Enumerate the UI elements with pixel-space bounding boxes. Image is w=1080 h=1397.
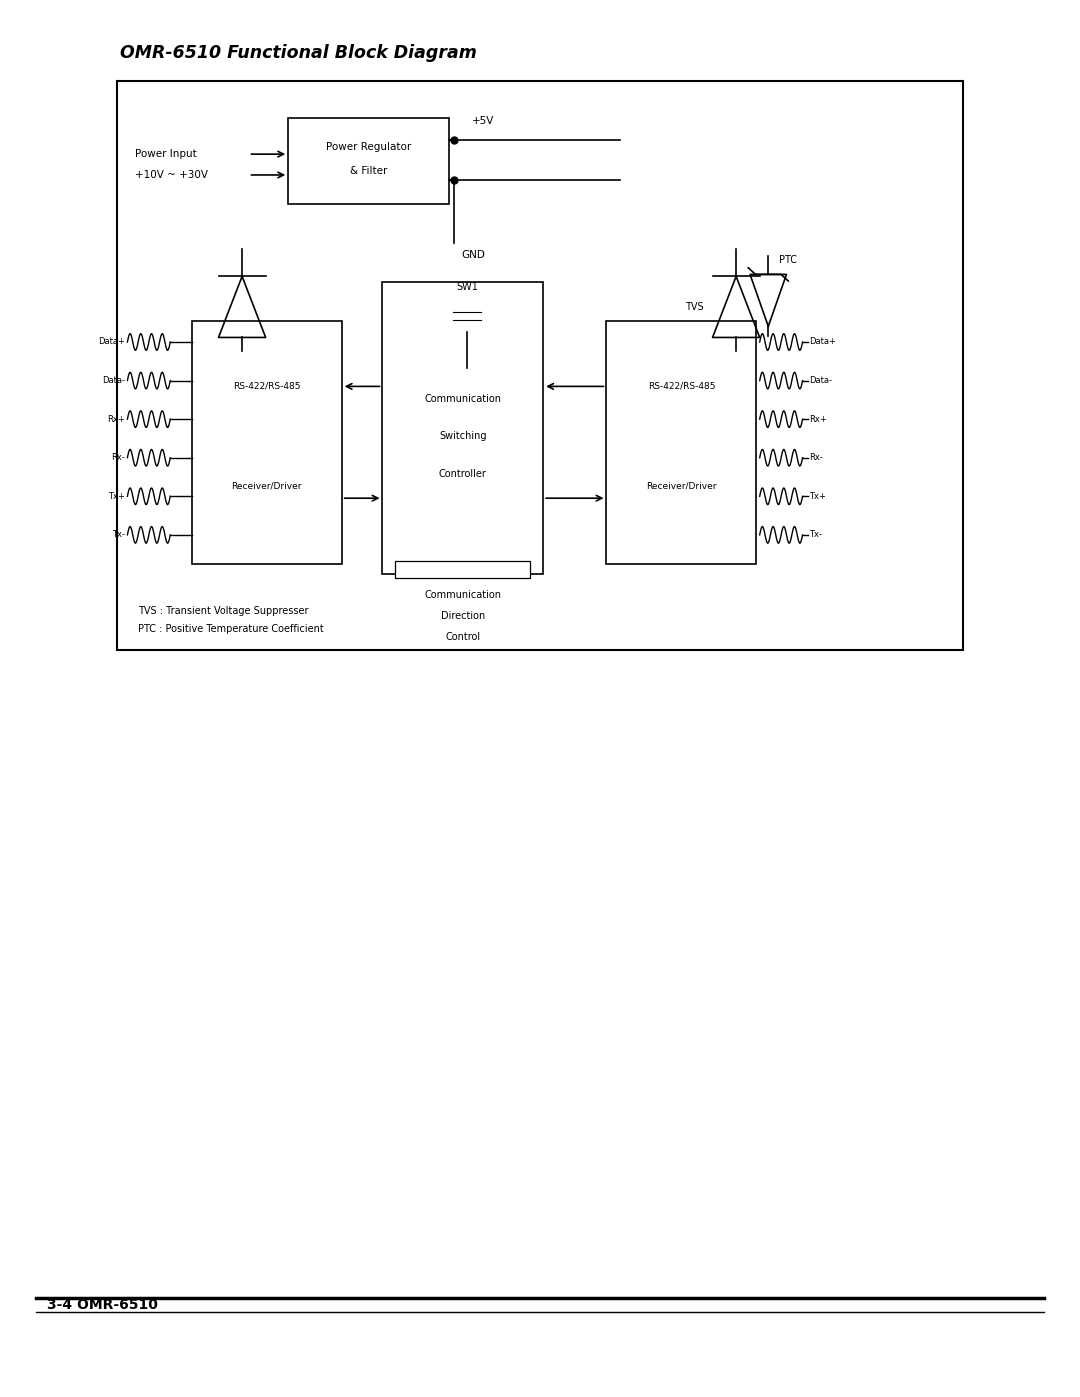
Bar xyxy=(395,562,530,578)
Text: 3-4 OMR-6510: 3-4 OMR-6510 xyxy=(48,1298,158,1312)
Text: Communication: Communication xyxy=(424,590,501,601)
Text: Tx-: Tx- xyxy=(112,531,125,539)
Text: PTC: PTC xyxy=(779,254,797,264)
Text: OMR-6510 Functional Block Diagram: OMR-6510 Functional Block Diagram xyxy=(120,45,476,63)
Text: Switching: Switching xyxy=(440,432,487,441)
Text: Rx+: Rx+ xyxy=(809,415,826,423)
Bar xyxy=(607,321,756,564)
Text: Direction: Direction xyxy=(441,610,485,622)
Text: Rx+: Rx+ xyxy=(108,415,125,423)
Text: Receiver/Driver: Receiver/Driver xyxy=(231,482,302,490)
Text: Control: Control xyxy=(445,631,481,641)
Text: Rx-: Rx- xyxy=(809,453,823,462)
Text: Rx-: Rx- xyxy=(111,453,125,462)
Text: Data-: Data- xyxy=(103,376,125,386)
Bar xyxy=(117,81,963,650)
Text: Controller: Controller xyxy=(438,469,487,479)
Text: Tx+: Tx+ xyxy=(108,492,125,500)
Bar xyxy=(192,321,341,564)
Text: & Filter: & Filter xyxy=(350,166,388,176)
Text: Power Input: Power Input xyxy=(135,149,197,159)
Text: TVS: TVS xyxy=(686,302,704,312)
Text: Data+: Data+ xyxy=(809,338,836,346)
Text: PTC : Positive Temperature Coefficient: PTC : Positive Temperature Coefficient xyxy=(138,624,324,634)
Text: RS-422/RS-485: RS-422/RS-485 xyxy=(648,381,715,391)
Text: +5V: +5V xyxy=(472,116,495,126)
Text: Receiver/Driver: Receiver/Driver xyxy=(646,482,717,490)
Text: Tx+: Tx+ xyxy=(809,492,826,500)
Text: +10V ~ +30V: +10V ~ +30V xyxy=(135,170,208,180)
Text: Power Regulator: Power Regulator xyxy=(326,142,411,152)
Text: RS-422/RS-485: RS-422/RS-485 xyxy=(233,381,300,391)
Text: SW1: SW1 xyxy=(456,282,478,292)
Text: Data-: Data- xyxy=(809,376,832,386)
Text: Data+: Data+ xyxy=(98,338,125,346)
Bar xyxy=(449,299,485,332)
Text: Communication: Communication xyxy=(424,394,501,404)
Text: GND: GND xyxy=(461,250,486,260)
Bar xyxy=(382,282,543,574)
Bar xyxy=(288,117,449,204)
Text: Tx-: Tx- xyxy=(809,531,822,539)
Text: TVS : Transient Voltage Suppresser: TVS : Transient Voltage Suppresser xyxy=(138,606,309,616)
